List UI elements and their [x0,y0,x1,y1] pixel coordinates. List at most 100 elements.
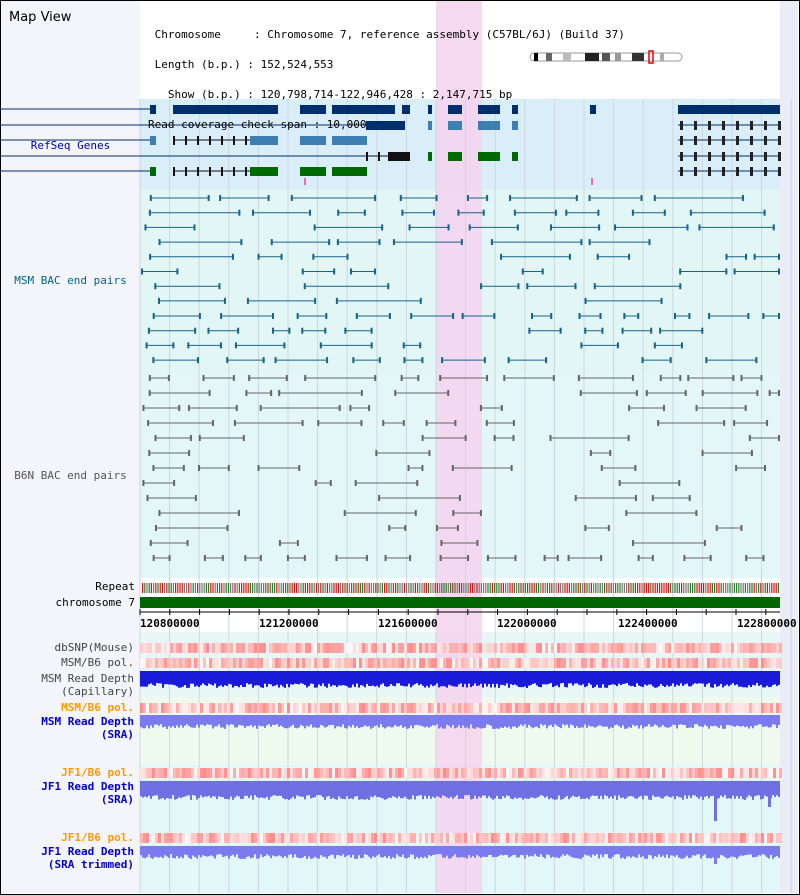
msm-bac-end-pair [325,313,328,319]
repeat-mark [373,583,375,593]
dbsnp-heat [503,643,506,653]
msm-sra-depth [572,715,574,726]
jf1-sra-depth [386,781,388,799]
msm-pol-heat [566,658,569,668]
dbsnp-heat [536,643,539,653]
msm-capillary-depth [640,671,642,687]
b6n-bac-end-pair [155,525,158,531]
msm-pol-heat [713,658,716,668]
jf1-trimmed-depth [774,846,776,857]
msm-sra-depth [776,715,778,729]
msm-sra-depth [364,715,366,726]
msm-pol-heat [329,658,332,668]
msm-pol-sra-heat [275,703,278,713]
msm-pol-heat [686,658,689,668]
repeat-mark [304,583,306,593]
jf1-trimmed-depth [358,846,360,856]
msm-pol-sra-heat [482,703,485,713]
msm-pol-sra-heat [467,703,470,713]
msm-bac-end-pair [490,239,493,246]
repeat-mark [650,583,652,593]
track-label-b6n-bac-end-pairs[interactable]: B6N BAC end pairs [14,469,127,482]
jf1-trimmed-depth [150,846,152,858]
gene-exon [736,121,739,130]
jf1-pol-heat [407,768,410,778]
b6n-bac-end-pair [221,555,224,561]
jf1-sra-depth [442,781,444,796]
repeat-mark [729,583,731,593]
track-label-msm-b6-pol-sra[interactable]: MSM/B6 pol. [61,701,134,714]
msm-capillary-depth [546,671,548,685]
jf1-pol-heat [650,768,653,778]
jf1-sra-depth [576,781,578,798]
repeat-mark [703,583,705,593]
jf1-pol-heat [698,768,701,778]
msm-sra-depth [260,715,262,727]
track-label-jf1-b6-pol-2[interactable]: JF1/B6 pol. [61,831,134,844]
track-label-chromosome[interactable]: chromosome 7 [55,596,135,609]
msm-pol-sra-heat [581,703,584,713]
repeat-mark [458,583,460,593]
msm-pol-heat [161,658,164,668]
msm-capillary-depth [556,671,558,686]
msm-pol-heat [263,658,266,668]
repeat-mark [357,583,359,593]
msm-sra-depth [398,715,400,727]
track-label-msm-b6-pol-capillary[interactable]: MSM/B6 pol. [61,656,134,669]
track-label-dbsnp[interactable]: dbSNP(Mouse) [54,641,134,654]
msm-capillary-depth [610,671,612,685]
dbsnp-heat [353,643,356,653]
dbsnp-heat [377,643,380,653]
msm-pol-heat [239,658,242,668]
jf1-sra-depth [496,781,498,796]
track-label-msm-read-depth-capillary[interactable]: MSM Read Depth (Capillary) [41,672,134,698]
msm-sra-depth [258,715,260,726]
repeat-mark [762,583,764,593]
b6n-bac-end-pair [149,540,152,546]
jf1-sra-depth [406,781,408,799]
jf1-sra-depth [380,781,382,798]
msm-bac-end-pair [521,268,524,275]
jf1-sra-depth [250,781,252,796]
msm-sra-depth [638,715,640,729]
msm-bac-end-pair [778,313,780,319]
repeat-mark [480,583,482,593]
dbsnp-heat [161,643,164,653]
msm-bac-end-pair [419,342,422,349]
jf1-sra-depth [214,781,216,797]
track-label-jf1-b6-pol[interactable]: JF1/B6 pol. [61,766,134,779]
track-label-jf1-read-depth-sra[interactable]: JF1 Read Depth (SRA) [41,780,134,806]
jf1-pol2-heat [287,833,290,843]
track-label-refseq-genes[interactable]: RefSeq Genes [30,139,111,152]
track-label-jf1-read-depth-sra-trimmed[interactable]: JF1 Read Depth (SRA trimmed) [41,845,134,871]
track-label-msm-read-depth-sra[interactable]: MSM Read Depth (SRA) [41,715,134,741]
jf1-trimmed-depth [396,846,398,855]
msm-pol-heat [221,658,224,668]
jf1-sra-depth [566,781,568,796]
msm-sra-depth [182,715,184,728]
track-label-msm-bac-end-pairs[interactable]: MSM BAC end pairs [14,274,127,287]
jf1-trimmed-depth [560,846,562,857]
jf1-sra-depth [760,781,762,800]
msm-bac-end-pair [387,283,390,290]
jf1-sra-depth [654,781,656,797]
repeat-mark [401,583,403,593]
msm-capillary-depth [318,671,320,685]
msm-sra-depth [378,715,380,728]
msm-bac-end-pair [226,357,229,364]
jf1-sra-depth [528,781,530,799]
msm-pol-sra-heat [725,703,728,713]
dbsnp-heat [179,643,182,653]
jf1-sra-depth [622,781,624,798]
msm-sra-depth [526,715,528,728]
track-label-repeat[interactable]: Repeat [95,580,135,593]
msm-capillary-depth [334,671,336,686]
jf1-pol2-heat [674,833,677,843]
jf1-sra-depth [578,781,580,796]
msm-sra-depth [552,715,554,728]
jf1-trimmed-depth [336,846,338,856]
msm-sra-depth [410,715,412,726]
repeat-mark [491,583,493,593]
msm-pol-heat [146,658,149,668]
